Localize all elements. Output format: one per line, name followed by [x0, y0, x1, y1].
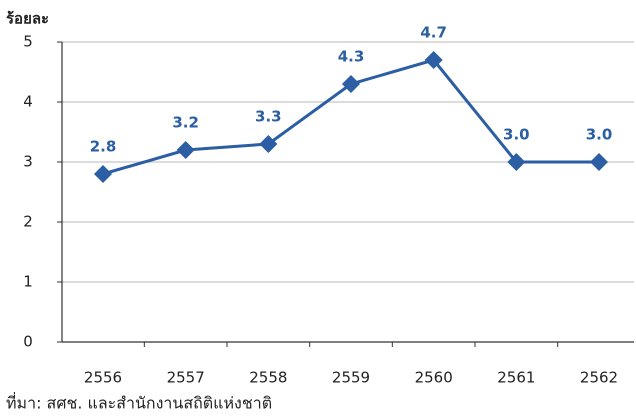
value-label: 4.3 — [338, 48, 365, 66]
marker — [94, 165, 112, 183]
marker — [424, 51, 443, 69]
y-tick-label: 1 — [23, 273, 33, 291]
x-tick-label: 2556 — [84, 369, 122, 387]
marker — [259, 135, 278, 153]
x-tick-label: 2560 — [415, 369, 453, 387]
x-tick-label: 2562 — [580, 369, 618, 387]
value-label: 3.0 — [586, 126, 613, 144]
value-label: 4.7 — [420, 24, 447, 42]
x-tick-label: 2557 — [167, 369, 205, 387]
source: ที่มา: สศช. และสำนักงานสถิติแห่งชาติ — [6, 392, 272, 413]
y-tick-label: 3 — [23, 153, 33, 171]
y-tick-label: 0 — [23, 333, 33, 351]
marker — [342, 75, 360, 93]
value-label: 3.0 — [503, 126, 530, 144]
y-tick-label: 5 — [23, 33, 33, 51]
y-tick-label: 4 — [23, 93, 33, 111]
value-label: 3.3 — [255, 108, 282, 126]
value-label: 2.8 — [90, 138, 117, 156]
marker — [590, 153, 608, 171]
x-tick-label: 2561 — [497, 369, 535, 387]
value-label: 3.2 — [172, 114, 199, 132]
x-tick-label: 2558 — [249, 369, 287, 387]
y-axis-label: ร้อยละ — [6, 10, 49, 28]
marker — [507, 153, 526, 171]
y-tick-label: 2 — [23, 213, 33, 231]
x-tick-label: 2559 — [332, 369, 370, 387]
marker — [176, 141, 195, 159]
